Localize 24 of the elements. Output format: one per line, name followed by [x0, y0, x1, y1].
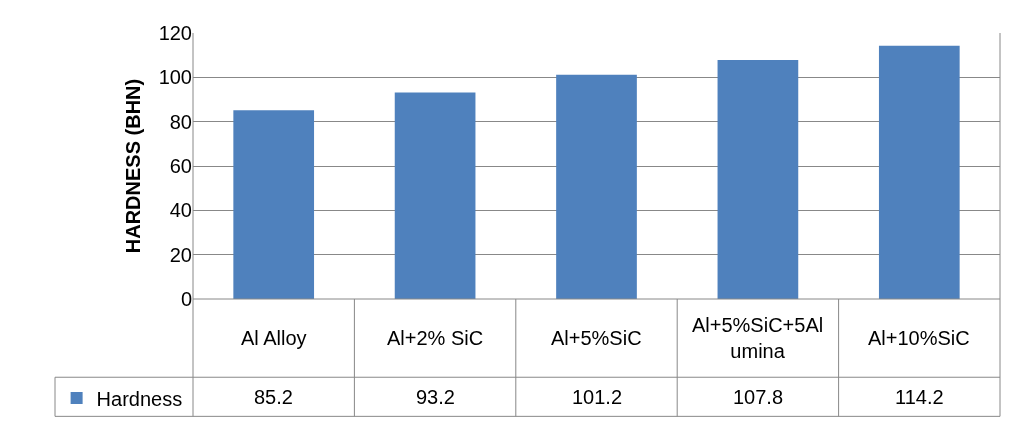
data-label: 114.2 [895, 386, 944, 408]
x-tick-label: Al+5%SiC [551, 327, 642, 349]
x-tick-label: Al+2% SiC [387, 327, 484, 349]
data-label: 101.2 [572, 386, 623, 408]
y-tick-label: 60 [169, 155, 192, 177]
y-tick-label: 0 [180, 288, 192, 310]
y-axis-title: HARDNESS (BHN) [122, 78, 145, 254]
y-tick-label: 100 [158, 66, 192, 89]
y-tick-label: 80 [169, 110, 192, 133]
bar [233, 110, 315, 299]
y-tick-label: 20 [169, 243, 192, 266]
data-label: 107.8 [733, 386, 784, 408]
y-tick-label: 40 [169, 199, 192, 222]
data-label: 93.2 [416, 386, 455, 408]
x-tick-label: Al+5%SiC+5Alumina [692, 314, 824, 362]
data-label: 85.2 [254, 386, 293, 408]
x-tick-label: Al+10%SiC [868, 327, 970, 349]
bar [717, 60, 799, 299]
bar [878, 45, 960, 299]
bar [556, 74, 637, 299]
bar [394, 92, 476, 299]
y-tick-label: 120 [158, 22, 192, 44]
x-tick-label: Al Alloy [241, 327, 307, 349]
legend-label: Hardness [96, 387, 183, 410]
